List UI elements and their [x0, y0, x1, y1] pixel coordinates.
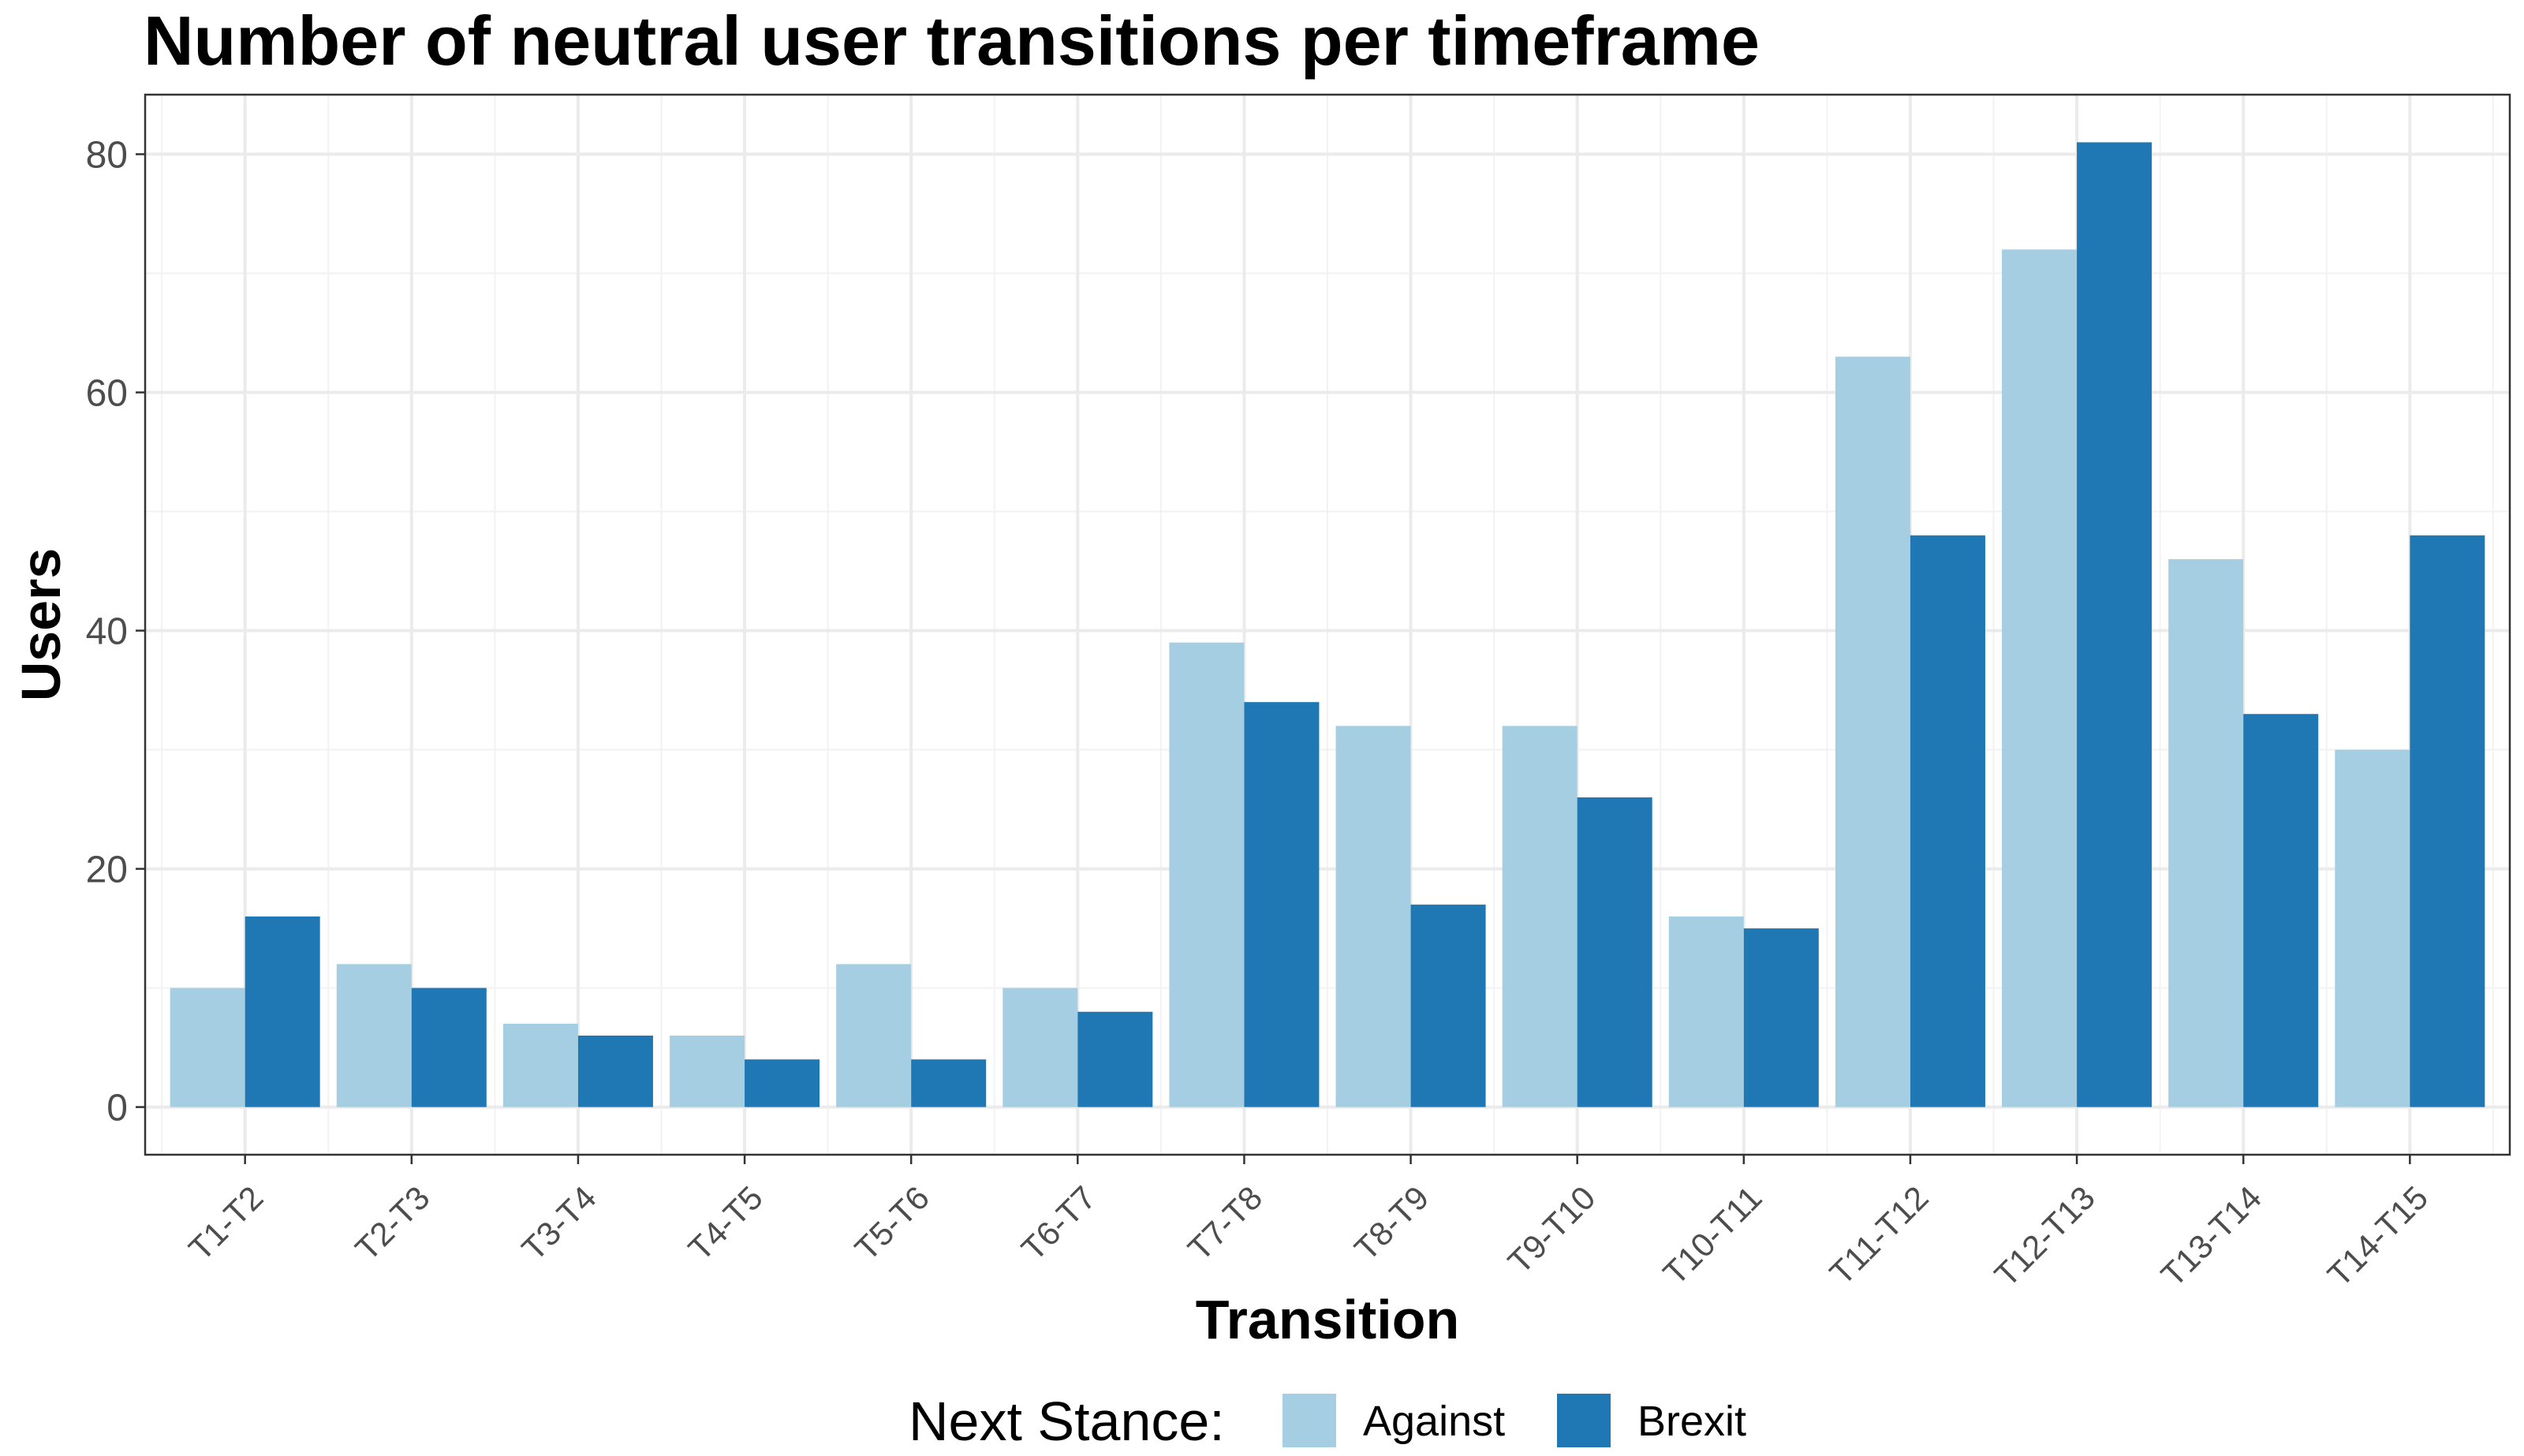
x-tick-label: T13-T14 — [2154, 1179, 2268, 1294]
x-tick-label: T7-T8 — [1181, 1179, 1269, 1267]
bar-against-t13-t14 — [2168, 558, 2244, 1107]
bar-against-t2-t3 — [336, 964, 412, 1107]
bar-brexit-t8-t9 — [1410, 904, 1486, 1107]
y-tick-label: 80 — [86, 135, 128, 177]
bar-against-t6-t7 — [1003, 987, 1078, 1107]
x-tick-label: T14-T15 — [2321, 1179, 2435, 1294]
bar-against-t12-t13 — [2002, 249, 2078, 1107]
y-tick-label: 0 — [106, 1088, 128, 1129]
bar-against-t10-t11 — [1668, 916, 1744, 1107]
bar-brexit-t10-t11 — [1743, 928, 1819, 1107]
bar-brexit-t3-t4 — [577, 1035, 653, 1107]
legend-title: Next Stance: — [909, 1391, 1225, 1452]
y-axis-title: Users — [10, 548, 72, 702]
bar-brexit-t14-t15 — [2410, 535, 2485, 1107]
bar-against-t9-t10 — [1502, 726, 1578, 1107]
chart-title: Number of neutral user transitions per t… — [144, 2, 1760, 80]
bar-brexit-t13-t14 — [2243, 714, 2319, 1107]
bar-brexit-t12-t13 — [2077, 142, 2152, 1107]
x-tick-label: T2-T3 — [348, 1179, 436, 1267]
x-axis-title: Transition — [1196, 1289, 1459, 1350]
x-tick-label: T8-T9 — [1347, 1179, 1436, 1267]
bar-against-t5-t6 — [836, 964, 912, 1107]
y-tick-label: 60 — [86, 373, 128, 415]
bar-against-t14-t15 — [2335, 749, 2410, 1107]
legend-key-brexit — [1557, 1394, 1611, 1447]
legend-label-brexit: Brexit — [1637, 1398, 1746, 1445]
bar-brexit-t6-t7 — [1077, 1011, 1153, 1107]
bar-against-t1-t2 — [170, 987, 245, 1107]
bar-brexit-t2-t3 — [411, 987, 487, 1107]
x-tick-label: T1-T2 — [181, 1179, 270, 1267]
x-tick-label: T9-T10 — [1501, 1179, 1603, 1281]
bar-brexit-t1-t2 — [245, 916, 320, 1107]
bar-brexit-t9-t10 — [1577, 797, 1652, 1107]
bar-against-t8-t9 — [1335, 726, 1411, 1107]
legend-key-against — [1283, 1394, 1336, 1447]
bar-brexit-t11-t12 — [1910, 535, 1985, 1107]
x-tick-label: T6-T7 — [1014, 1179, 1103, 1267]
x-tick-label: T3-T4 — [514, 1179, 603, 1267]
x-tick-label: T10-T11 — [1656, 1179, 1768, 1292]
plot-area: 0 20 40 60 80 T1-T2 T2-T3 T3-T4 T4-T5 T5-T6 T6-T7 T… — [86, 93, 2511, 1294]
bar-brexit-t5-t6 — [911, 1059, 987, 1107]
x-tick-label: T11-T12 — [1823, 1179, 1936, 1292]
x-tick-label: T5-T6 — [848, 1179, 936, 1267]
x-tick-label: T4-T5 — [681, 1179, 769, 1267]
bar-brexit-t7-t8 — [1244, 702, 1320, 1107]
bar-brexit-t4-t5 — [745, 1059, 820, 1107]
bar-against-t3-t4 — [502, 1023, 578, 1107]
bar-against-t4-t5 — [670, 1035, 745, 1107]
x-tick-label: T12-T13 — [1987, 1179, 2101, 1294]
plot-border — [144, 93, 2511, 1156]
legend: Next Stance: Against Brexit — [909, 1391, 1746, 1452]
y-tick-label: 40 — [86, 611, 128, 653]
bar-against-t7-t8 — [1169, 642, 1245, 1107]
legend-label-against: Against — [1363, 1398, 1505, 1445]
y-tick-label: 20 — [86, 849, 128, 891]
bar-against-t11-t12 — [1835, 357, 1910, 1107]
